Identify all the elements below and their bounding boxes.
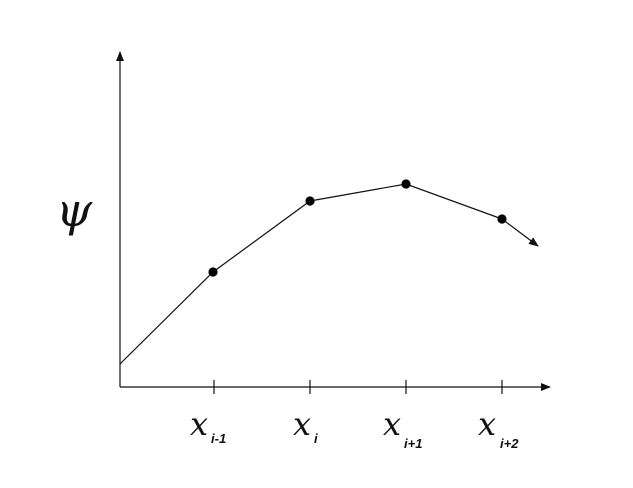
node-point — [305, 196, 315, 206]
node-point — [497, 214, 507, 224]
tick-label-base: x — [190, 405, 208, 443]
tick-label: x i+2 — [478, 405, 519, 451]
y-axis-label: ψ — [56, 183, 93, 237]
node-point — [401, 179, 411, 189]
tick-label: x i+1 — [383, 405, 422, 451]
tick-label: x i-1 — [190, 405, 226, 446]
tick-label: x i — [293, 405, 318, 446]
tick-label-subscript: i — [314, 431, 318, 446]
tick-label-base: x — [383, 405, 401, 443]
tick-label-subscript: i+2 — [500, 436, 519, 451]
curve-continuation-arrow — [501, 218, 539, 247]
tick-label-subscript: i+1 — [404, 436, 422, 451]
node-point — [208, 267, 218, 277]
piecewise-curve — [119, 183, 503, 365]
tick-label-subscript: i-1 — [211, 431, 226, 446]
tick-label-base: x — [293, 405, 311, 443]
tick-label-base: x — [478, 405, 496, 443]
